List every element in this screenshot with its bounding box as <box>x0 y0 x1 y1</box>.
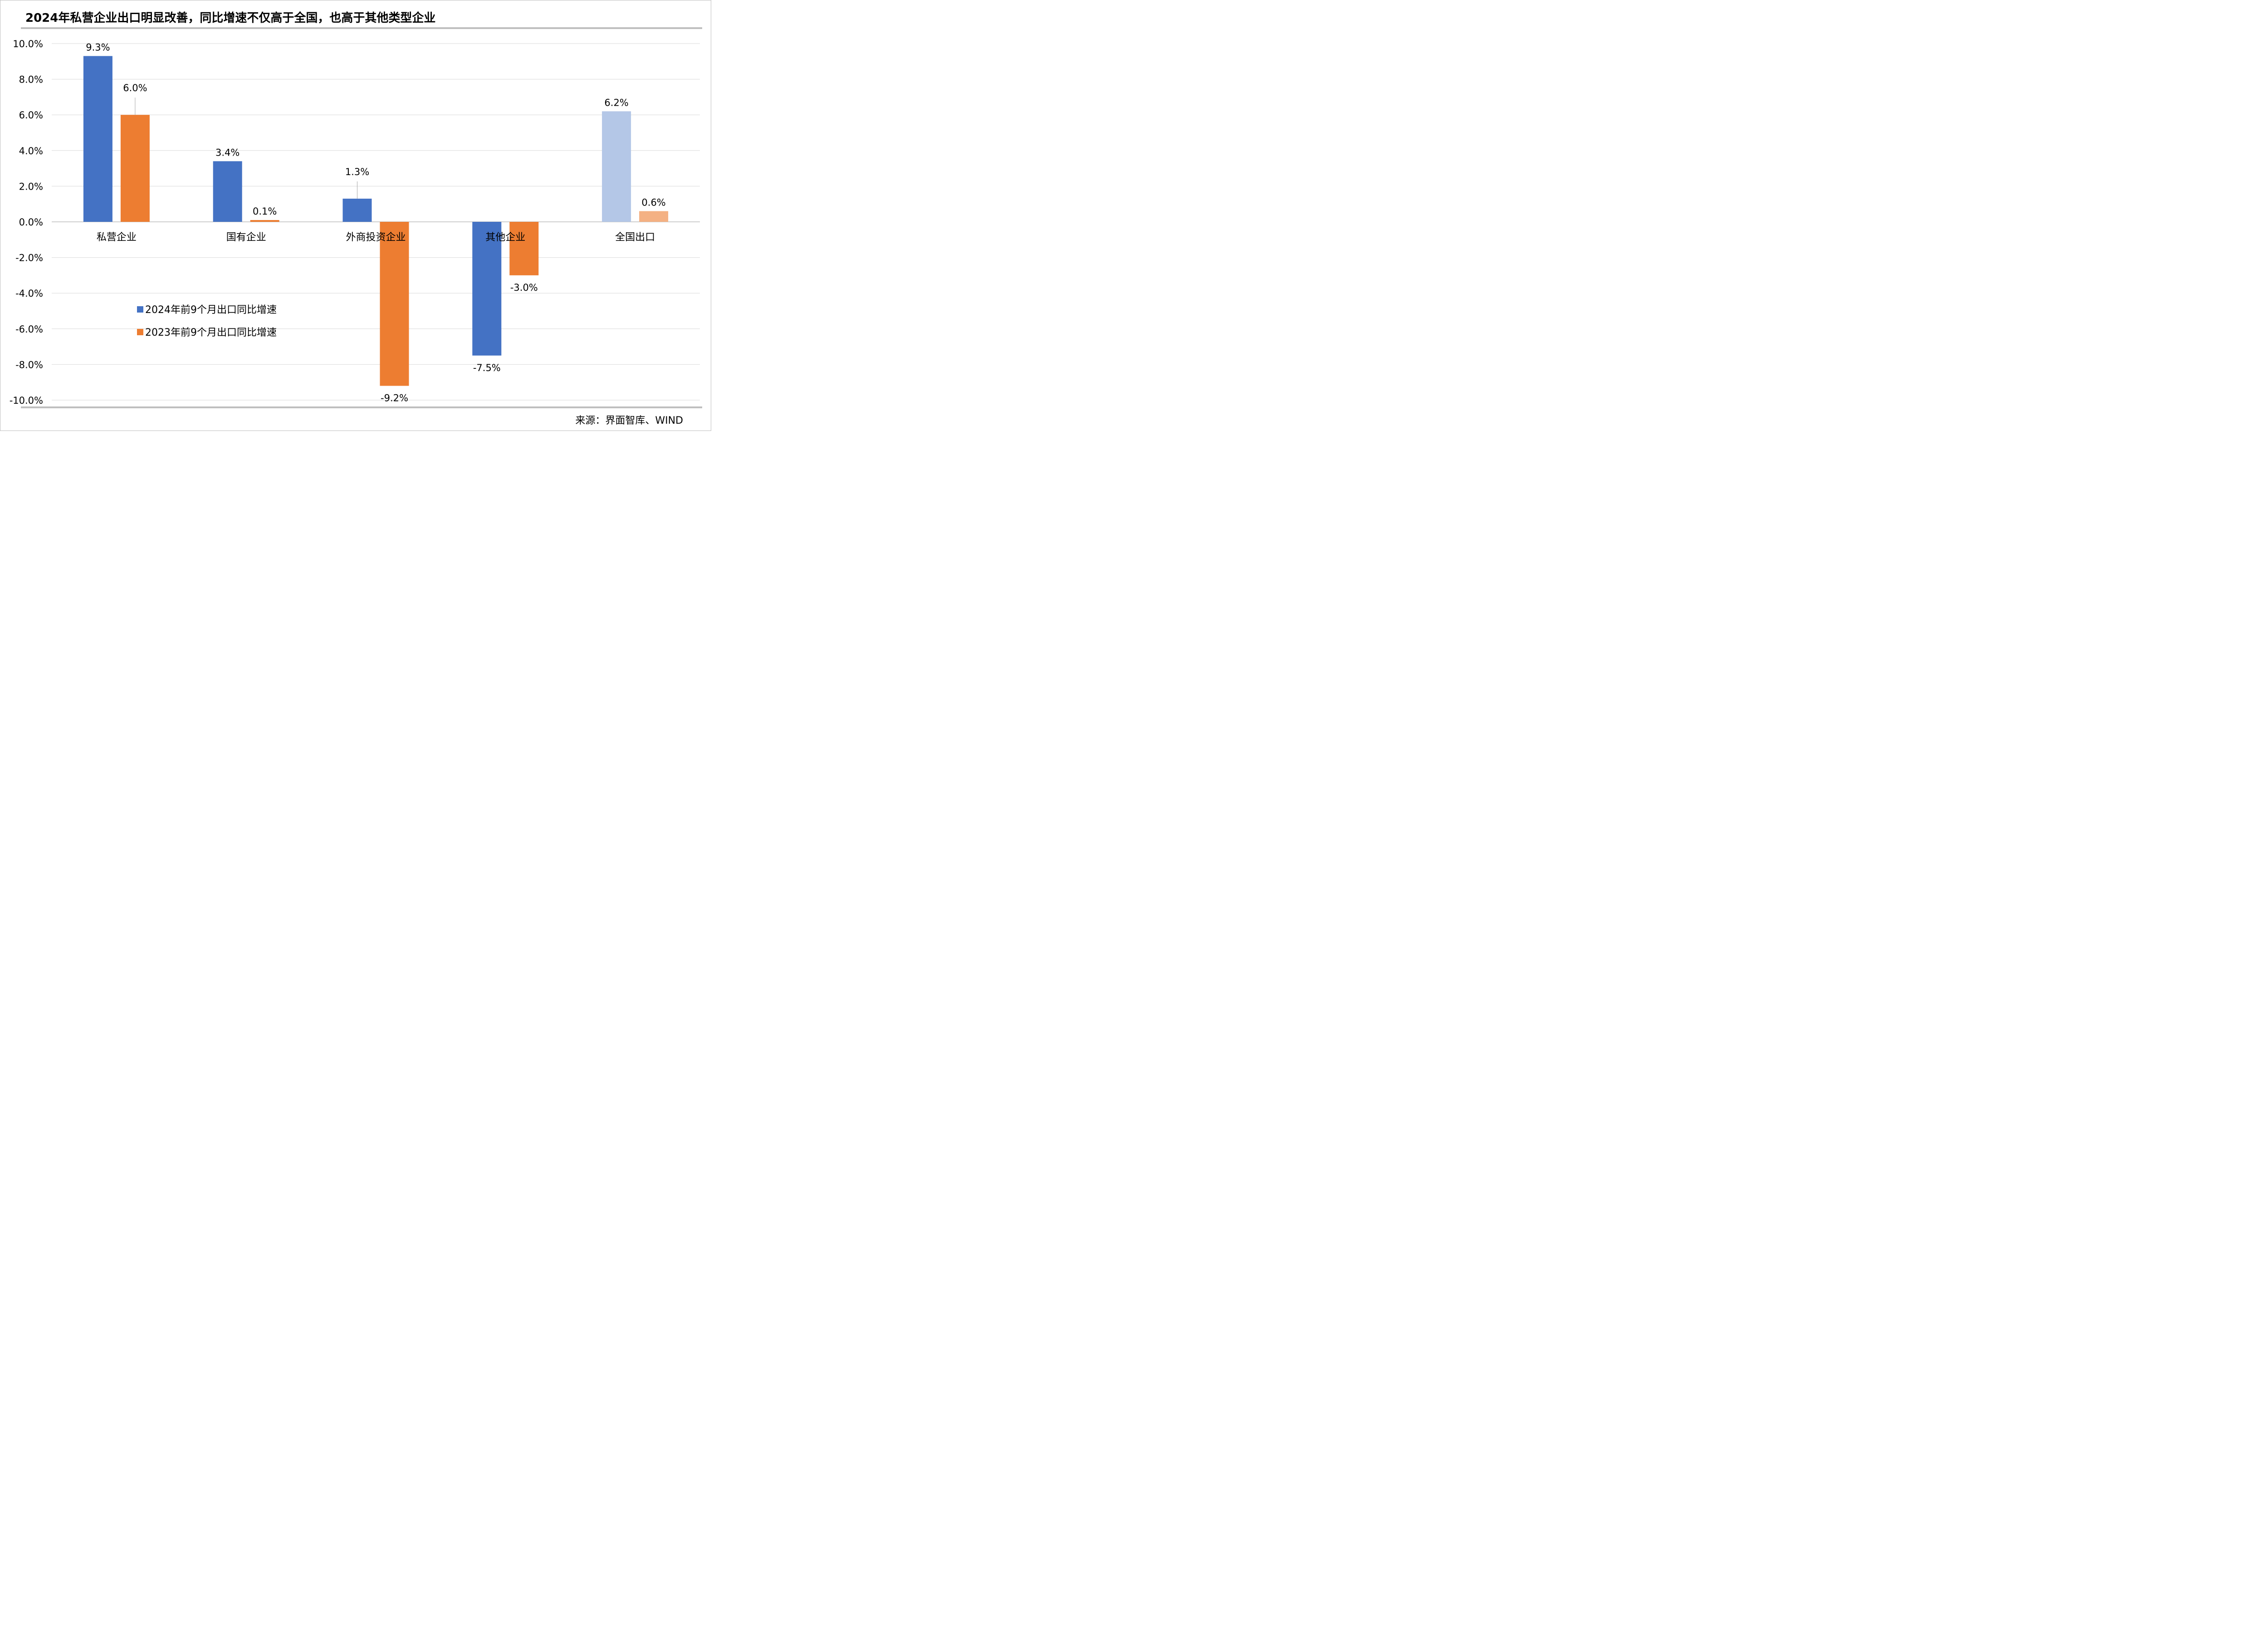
bar <box>120 115 150 222</box>
bar <box>342 198 372 222</box>
legend-swatch-2023 <box>137 329 143 335</box>
bar <box>472 222 502 356</box>
data-label: -7.5% <box>473 362 501 373</box>
source-note: 来源：界面智库、WIND <box>575 415 683 426</box>
y-tick-label: 8.0% <box>19 74 43 85</box>
data-label: 3.4% <box>215 147 240 158</box>
bar <box>639 211 669 222</box>
data-label: 0.1% <box>253 206 277 217</box>
legend-swatch-2024 <box>137 306 143 313</box>
y-tick-label: -6.0% <box>15 324 43 335</box>
y-tick-label: -10.0% <box>10 395 43 406</box>
y-tick-label: 2.0% <box>19 181 43 192</box>
bottom-rule <box>21 406 702 408</box>
bar <box>509 222 539 275</box>
bar <box>83 56 112 222</box>
title-rule <box>21 27 702 29</box>
category-label: 私营企业 <box>97 232 137 243</box>
category-label: 其他企业 <box>485 232 525 243</box>
bar <box>213 161 242 222</box>
y-tick-label: 0.0% <box>19 217 43 228</box>
category-label: 全国出口 <box>615 232 655 243</box>
legend-label-2023: 2023年前9个月出口同比增速 <box>145 327 277 338</box>
data-label: 6.0% <box>123 83 147 93</box>
bars <box>83 56 669 386</box>
bar <box>602 111 631 222</box>
data-label: -3.0% <box>510 282 538 293</box>
y-axis-ticks: 10.0% 8.0% 6.0% 4.0% 2.0% 0.0% -2.0% -4.0% -6.0%… <box>10 39 43 406</box>
data-label: -9.2% <box>381 393 408 404</box>
category-labels: 私营企业 国有企业 外商投资企业 其他企业 全国出口 <box>97 232 655 243</box>
legend-label-2024: 2024年前9个月出口同比增速 <box>145 304 277 316</box>
y-tick-label: 6.0% <box>19 110 43 121</box>
category-label: 国有企业 <box>226 232 266 243</box>
bar <box>250 220 279 222</box>
bar <box>380 222 409 386</box>
chart-title: 2024年私营企业出口明显改善，同比增速不仅高于全国，也高于其他类型企业 <box>25 11 435 25</box>
data-label: 1.3% <box>345 166 369 177</box>
y-tick-label: -8.0% <box>15 359 43 370</box>
data-labels: 9.3% 6.0% 3.4% 0.1% 1.3% -9.2% -7.5% -3.0% 6.2% 0… <box>86 42 666 404</box>
y-tick-label: -4.0% <box>15 288 43 299</box>
y-tick-label: -2.0% <box>15 253 43 264</box>
y-tick-label: 4.0% <box>19 146 43 157</box>
legend: 2024年前9个月出口同比增速 2023年前9个月出口同比增速 <box>137 304 277 338</box>
y-tick-label: 10.0% <box>13 39 43 49</box>
chart: 2024年私营企业出口明显改善，同比增速不仅高于全国，也高于其他类型企业 10.… <box>0 0 711 431</box>
category-label: 外商投资企业 <box>346 232 406 243</box>
data-label: 9.3% <box>86 42 110 53</box>
data-label: 6.2% <box>604 97 628 108</box>
data-label: 0.6% <box>641 197 665 208</box>
gridlines <box>52 43 700 401</box>
